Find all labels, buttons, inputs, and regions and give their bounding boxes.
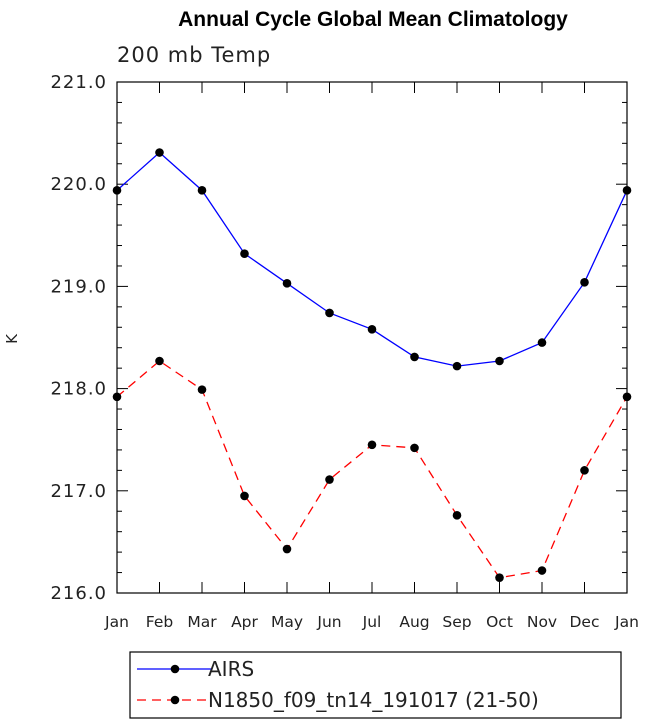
series-line-2 [116,360,628,579]
series-1-point [112,186,122,195]
legend-label-1: AIRS [208,657,254,681]
x-tick-label: Jan [614,613,639,631]
series-2-point [622,392,632,402]
series-1-point [197,186,207,195]
x-tick-label: Sep [442,613,471,631]
legend-marker-1 [170,664,180,674]
y-tick-label: 219.0 [50,276,107,297]
chart-title: Annual Cycle Global Mean Climatology [178,8,568,31]
y-tick-label: 220.0 [50,174,107,195]
x-tick-label: Nov [527,613,557,631]
series-1-point [622,186,632,195]
series-2-point [452,511,462,520]
series-line-1 [116,151,628,367]
x-tick-label: Aug [399,613,429,631]
series-1-point [155,148,164,157]
legend-box [129,651,622,719]
x-tick-label: Jul [362,613,382,631]
series-2-point [367,440,377,450]
legend-marker-2 [170,695,180,705]
x-tick-label: Oct [486,613,513,631]
legend-label-2: N1850_f09_tn14_191017 (21-50) [208,688,539,712]
series-1-point [537,338,547,347]
y-axis-label: K [3,333,21,344]
y-tick-label: 218.0 [50,379,107,400]
x-tick-label: Jan [104,613,129,631]
series-1-point [410,352,419,362]
y-tick-label: 216.0 [50,583,107,604]
series-1-point [325,308,334,318]
y-tick-label: 217.0 [50,481,107,502]
series-2-point [282,544,292,554]
series-2-point [112,392,122,402]
series-1-point [580,278,589,287]
axes: 216.0 217.0 218.0 219.0 220.0 221.0 Jan Feb Mar A… [50,72,638,631]
series-2-point [537,566,547,575]
chart-subtitle: 200 mb Temp [117,43,271,67]
series-1-point [452,361,462,371]
series-2-point [240,491,249,501]
series-2-point [197,385,207,394]
series-2-point [155,356,164,366]
series-1-point [282,279,292,288]
x-tick-label: Apr [231,613,258,631]
series-2-point [325,475,334,484]
series-1-point [495,356,504,366]
series-2-point [495,573,504,582]
x-tick-label: Jun [316,613,341,631]
series-2-point [580,466,589,475]
series-layer [112,148,632,582]
x-tick-label: Dec [570,613,600,631]
y-tick-label: 221.0 [50,72,107,93]
plot-frame [116,81,628,594]
x-tick-label: Feb [146,613,173,631]
series-1-point [367,325,377,334]
series-2-point [410,443,419,453]
x-tick-label: Mar [187,613,217,631]
series-1-point [240,249,249,258]
x-tick-label: May [271,613,303,631]
legend: AIRS N1850_f09_tn14_191017 (21-50) [129,651,622,719]
